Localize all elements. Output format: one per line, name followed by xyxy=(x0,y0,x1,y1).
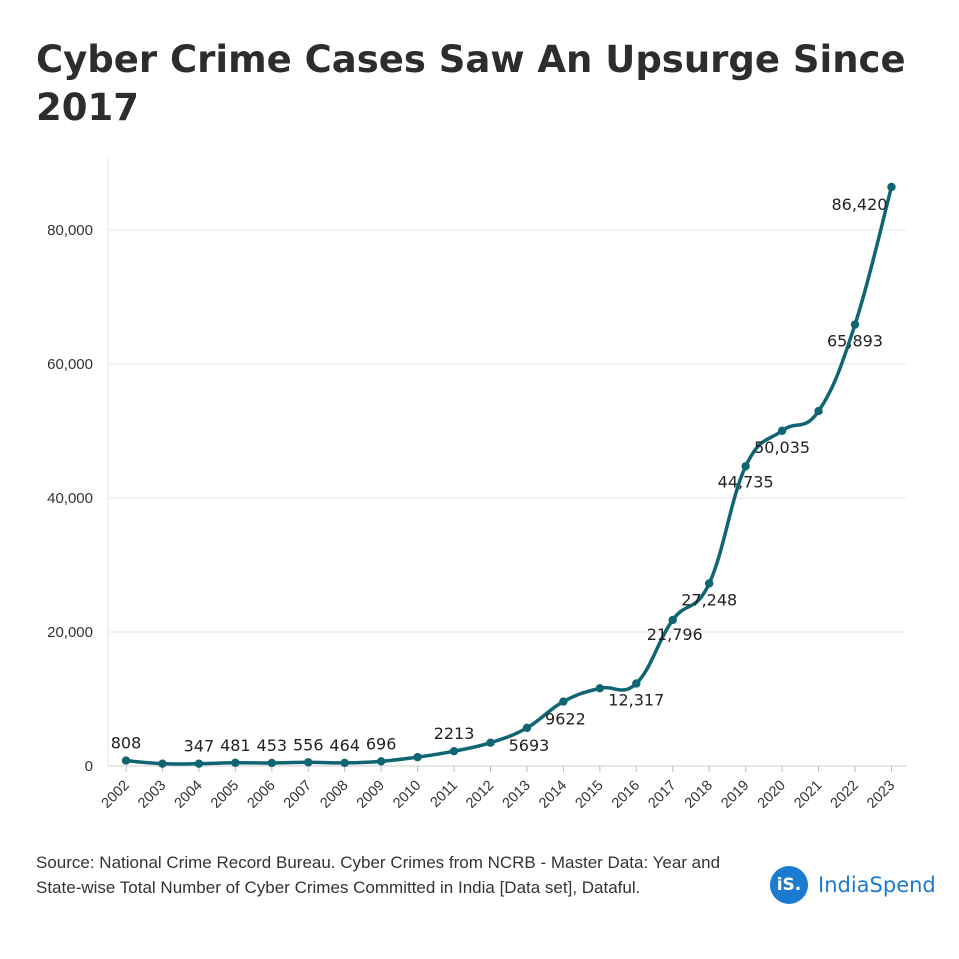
data-point xyxy=(850,320,860,329)
brand-name: IndiaSpend xyxy=(818,873,936,897)
x-tick-label: 2006 xyxy=(244,778,278,812)
data-label: 808 xyxy=(111,734,142,753)
x-tick-label: 2012 xyxy=(463,778,497,812)
x-tick-label: 2016 xyxy=(609,778,643,812)
data-labels: 808 347 481 453 556 464 696 2213 5693 9622 12,317 2… xyxy=(111,195,888,756)
data-point xyxy=(121,756,131,765)
data-point xyxy=(559,697,568,706)
x-tick-label: 2013 xyxy=(500,778,534,812)
x-tick-label: 2003 xyxy=(135,778,169,812)
x-tick-label: 2011 xyxy=(428,778,461,811)
data-label: 2213 xyxy=(434,724,475,743)
x-tick-label: 2020 xyxy=(755,778,789,812)
data-point xyxy=(668,615,677,625)
data-label: 5693 xyxy=(509,736,550,755)
x-tick-label: 2018 xyxy=(682,778,716,812)
x-tick-label: 2004 xyxy=(172,778,206,812)
source-note: Source: National Crime Record Bureau. Cy… xyxy=(36,853,721,897)
data-point xyxy=(486,738,495,747)
y-tick-label: 60,000 xyxy=(47,356,93,373)
y-tick-label: 0 xyxy=(85,758,93,775)
data-point xyxy=(814,406,823,416)
x-tick-label: 2002 xyxy=(99,778,133,812)
data-point xyxy=(413,752,422,762)
data-label: 464 xyxy=(329,736,360,755)
data-point xyxy=(340,758,349,768)
brand-logo-group: iS. IndiaSpend xyxy=(770,866,936,904)
x-tick-label: 2021 xyxy=(791,778,825,812)
chart-title: Cyber Crime Cases Saw An Upsurge Since 2… xyxy=(36,38,906,129)
data-point xyxy=(231,758,240,767)
data-label: 44,735 xyxy=(718,472,774,491)
x-tick-label: 2009 xyxy=(354,778,388,812)
data-point xyxy=(595,684,605,693)
x-tick-label: 2005 xyxy=(208,778,242,812)
x-tick-label: 2017 xyxy=(645,778,679,812)
data-point xyxy=(194,759,204,768)
data-point xyxy=(449,746,459,756)
gridlines xyxy=(107,158,906,767)
data-label: 12,317 xyxy=(608,690,664,709)
data-label: 50,035 xyxy=(754,438,810,457)
data-point xyxy=(705,579,714,588)
data-label: 21,796 xyxy=(647,625,703,644)
x-axis-ticks: 2002 2003 2004 2005 2006 2007 2008 2009 2010 2011… xyxy=(99,766,898,812)
x-tick-label: 2015 xyxy=(573,778,607,812)
data-points xyxy=(121,182,896,768)
data-point xyxy=(522,723,532,733)
x-tick-label: 2010 xyxy=(390,778,424,812)
data-label: 453 xyxy=(257,736,288,755)
data-label: 556 xyxy=(293,735,324,754)
series-line xyxy=(124,185,894,766)
x-tick-label: 2022 xyxy=(828,778,862,812)
y-tick-label: 20,000 xyxy=(47,624,93,641)
data-label: 481 xyxy=(220,736,251,755)
data-label: 347 xyxy=(184,737,215,756)
y-tick-label: 80,000 xyxy=(47,222,93,239)
data-label: 9622 xyxy=(545,710,586,729)
data-point xyxy=(777,426,787,435)
data-point xyxy=(632,679,641,688)
y-tick-label: 40,000 xyxy=(47,490,93,507)
x-tick-label: 2023 xyxy=(864,778,898,812)
data-label: 696 xyxy=(366,734,397,753)
x-tick-label: 2008 xyxy=(317,778,351,812)
data-point xyxy=(304,758,313,767)
y-axis-ticks: 0 20,000 40,000 60,000 80,000 xyxy=(47,222,93,775)
x-tick-label: 2007 xyxy=(281,778,315,812)
data-label: 27,248 xyxy=(681,590,737,609)
x-tick-label: 2014 xyxy=(536,778,570,812)
data-point xyxy=(887,182,896,192)
x-tick-label: 2019 xyxy=(718,778,752,812)
data-label: 86,420 xyxy=(831,195,887,214)
data-point xyxy=(158,759,167,768)
data-point xyxy=(741,462,750,471)
data-point xyxy=(376,757,386,766)
data-point xyxy=(267,758,276,768)
indiaspend-logo-icon: iS. xyxy=(770,866,808,904)
data-label: 65,893 xyxy=(827,332,883,351)
